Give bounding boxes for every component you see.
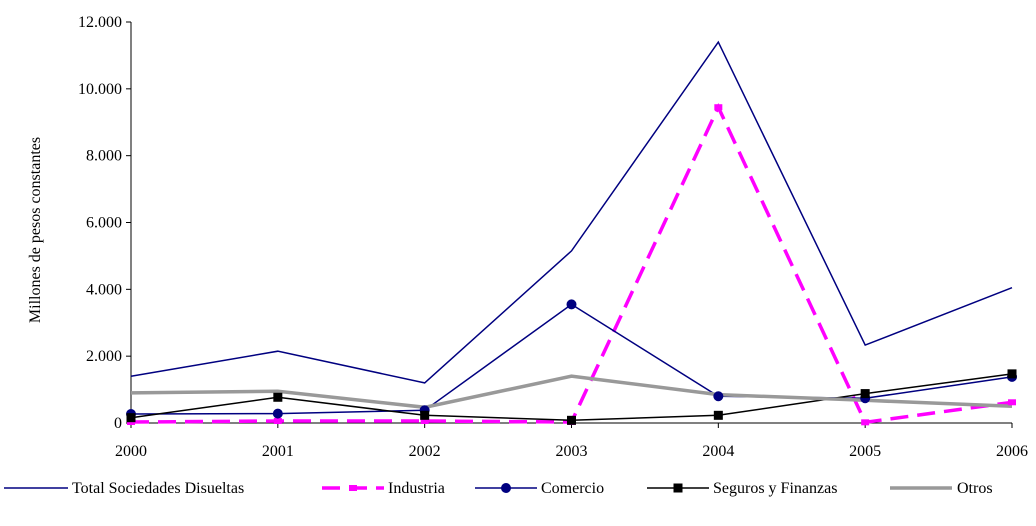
x-tick-label: 2000	[115, 443, 147, 460]
x-tick-label: 2006	[996, 443, 1028, 460]
legend-label-2: Industria	[388, 480, 445, 497]
x-tick-label: 2003	[556, 443, 588, 460]
data-point	[860, 389, 870, 399]
legend-marker	[349, 485, 357, 491]
data-point	[1008, 399, 1016, 406]
data-point	[420, 417, 429, 424]
y-tick-label: 0	[114, 415, 122, 432]
y-axis-title: Millones de pesos constantes	[27, 137, 44, 323]
y-tick-label: 6.000	[86, 215, 122, 232]
data-point	[714, 104, 723, 111]
data-point	[273, 417, 282, 424]
x-tick-label: 2005	[849, 443, 881, 460]
data-point	[713, 391, 724, 402]
legend-label-4: Seguros y Finanzas	[713, 480, 837, 497]
y-tick-label: 2.000	[86, 348, 122, 365]
y-tick-label: 10.000	[78, 81, 122, 98]
data-point	[126, 413, 136, 423]
y-tick-label: 4.000	[86, 281, 122, 298]
series-line-1	[130, 40, 1013, 384]
legend-label-5: Otros	[957, 480, 993, 497]
x-tick-label: 2004	[702, 443, 734, 460]
data-point	[1007, 369, 1017, 379]
legend-marker	[673, 483, 683, 493]
axes	[130, 22, 1012, 424]
y-tick-label: 8.000	[86, 148, 122, 165]
x-axis-ticks: 2000 2001 2002 2003 2004 2005 2006	[115, 423, 1028, 460]
data-point	[861, 419, 870, 426]
data-point	[420, 410, 430, 420]
series-lines	[130, 40, 1013, 425]
data-point	[273, 392, 283, 402]
series-markers	[126, 104, 1017, 426]
x-tick-label: 2001	[262, 443, 294, 460]
legend-label-3: Comercio	[541, 480, 604, 497]
data-point	[567, 415, 576, 425]
series-line-3	[130, 303, 1013, 415]
y-axis-ticks: 0 2.000 4.000 6.000 8.000 10.000 12.000	[78, 14, 131, 432]
data-point	[713, 410, 723, 420]
data-point	[566, 299, 577, 310]
y-tick-label: 12.000	[78, 14, 122, 31]
x-tick-label: 2002	[409, 443, 441, 460]
legend: Total Sociedades Disueltas Industria Comer…	[4, 480, 993, 497]
data-point	[272, 408, 283, 419]
legend-marker	[501, 483, 511, 493]
legend-label-1: Total Sociedades Disueltas	[72, 480, 244, 497]
